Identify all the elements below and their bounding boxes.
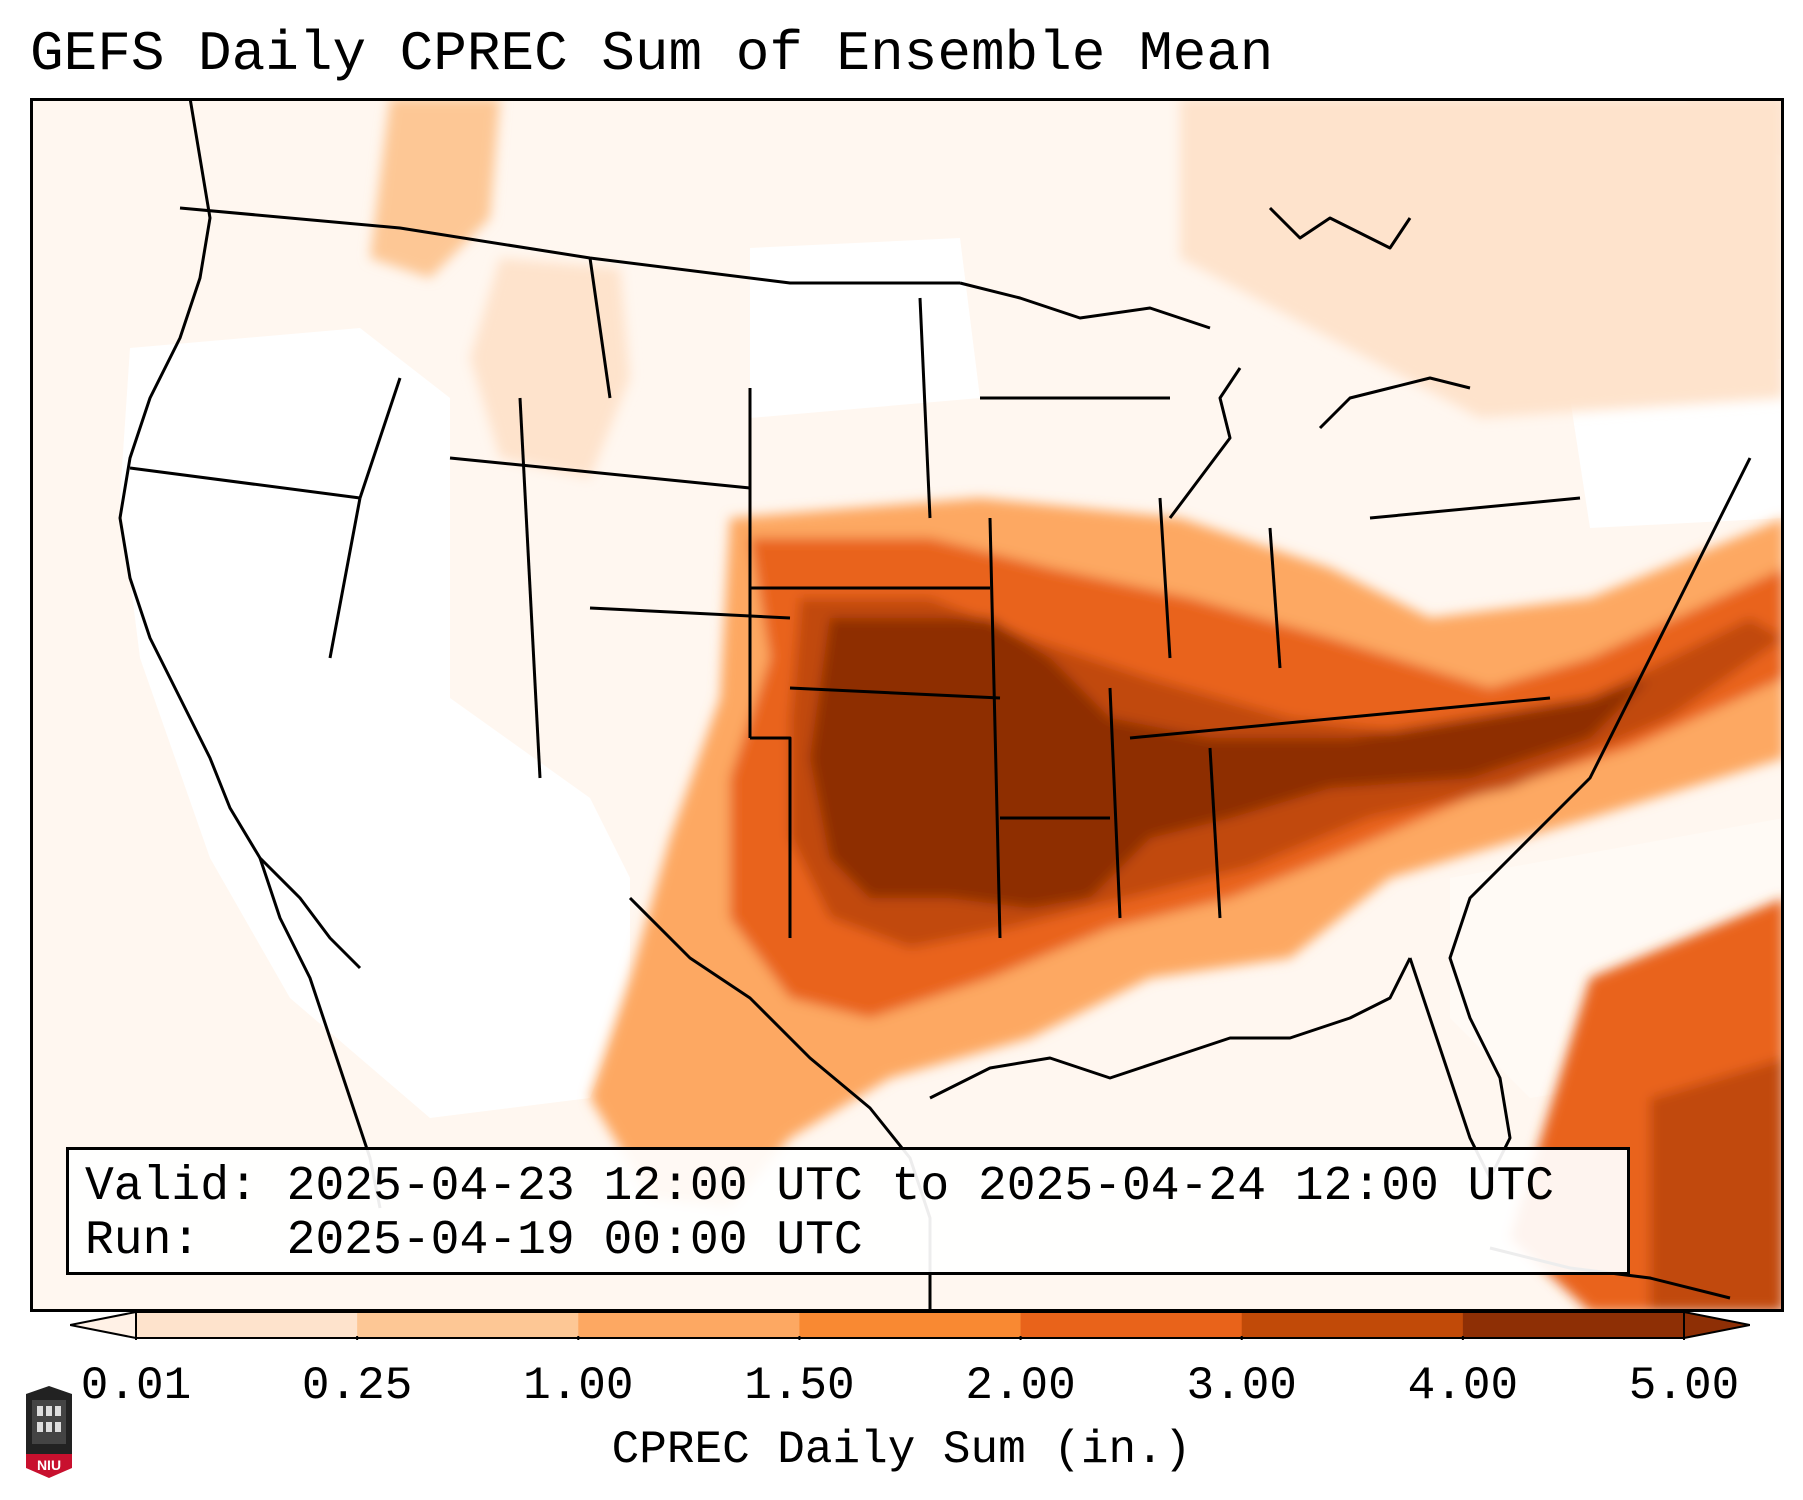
colorbar-svg	[69, 1310, 1751, 1340]
logo-text: NIU	[37, 1457, 61, 1473]
niu-logo-icon: NIU	[26, 1386, 72, 1478]
in-oh-border	[1268, 527, 1282, 669]
ms-border	[1108, 687, 1122, 919]
precip-bands	[370, 98, 1784, 1312]
mt-border	[588, 257, 612, 399]
nevada-utah	[518, 397, 542, 779]
az-ut-border	[589, 606, 791, 620]
valid-value: 2025-04-23 12:00 UTC to 2025-04-24 12:00…	[286, 1160, 1555, 1214]
valid-label: Valid:	[85, 1160, 258, 1214]
lake-superior-north	[1268, 206, 1412, 250]
colorbar-tick-label: 3.00	[1186, 1360, 1297, 1412]
colorbar-tick-label: 1.50	[744, 1360, 855, 1412]
colorbar-tick-label: 0.01	[80, 1360, 192, 1412]
colorbar-tick-label: 5.00	[1628, 1360, 1740, 1412]
colorbar-segment	[578, 1312, 800, 1338]
colorbar-segment	[1241, 1312, 1464, 1338]
colorbar-segment	[799, 1312, 1022, 1338]
chart-title: GEFS Daily CPREC Sum of Ensemble Mean	[30, 22, 1274, 86]
colorbar-tick-label: 0.25	[301, 1360, 413, 1412]
ks-ok-border	[789, 686, 1001, 700]
nm-tx-border	[750, 736, 792, 938]
pnw-band	[370, 98, 500, 278]
ok-ar-border	[988, 517, 1002, 939]
colorbar-tick-label: 1.00	[523, 1360, 634, 1412]
west-coastline	[118, 98, 362, 970]
north-plains-dry	[750, 238, 980, 418]
id-or-border	[358, 377, 402, 499]
gulf-coast	[929, 957, 1412, 1100]
canada-band	[1180, 98, 1784, 418]
lake-michigan	[1168, 367, 1242, 519]
dakota-border	[918, 297, 932, 519]
wyoming-band	[470, 258, 630, 478]
colorbar-extend-min	[69, 1310, 137, 1340]
colorbar-segment	[136, 1312, 358, 1338]
colorbar-label: CPREC Daily Sum (in.)	[611, 1424, 1192, 1476]
precip-map	[30, 98, 1784, 1312]
nv-border	[328, 497, 362, 659]
colorbar-tick-label: 4.00	[1407, 1360, 1519, 1412]
colorbar-segment	[1462, 1312, 1685, 1338]
or-ca-border	[129, 466, 361, 500]
colorbar-tick-label: 2.00	[965, 1360, 1076, 1412]
canada-border-lakes	[959, 281, 1211, 330]
map-frame	[30, 98, 1784, 1312]
tn-nc-border	[1129, 696, 1551, 740]
colorbar-segment	[1020, 1312, 1243, 1338]
pa-border	[1369, 496, 1581, 520]
niu-logo: NIU	[20, 1384, 78, 1480]
max-band	[810, 618, 1650, 908]
lake-erie-ontario	[1318, 376, 1471, 430]
colorbar	[69, 1310, 1751, 1374]
ut-wy-border	[449, 456, 751, 490]
caribbean-heavy	[1650, 1058, 1784, 1312]
il-in-border	[1158, 497, 1172, 659]
info-box: Valid: 2025-04-23 12:00 UTC to 2025-04-2…	[66, 1147, 1630, 1275]
run-label: Run:	[85, 1214, 201, 1268]
colorbar-segment	[357, 1312, 579, 1338]
west-dry-region	[120, 328, 630, 1118]
run-value: 2025-04-19 00:00 UTC	[286, 1214, 863, 1268]
al-ga-border	[1208, 747, 1222, 919]
colorbar-extend-max	[1683, 1310, 1751, 1340]
map-canvas	[30, 98, 1784, 1312]
colorbar-outline	[135, 1311, 1685, 1339]
